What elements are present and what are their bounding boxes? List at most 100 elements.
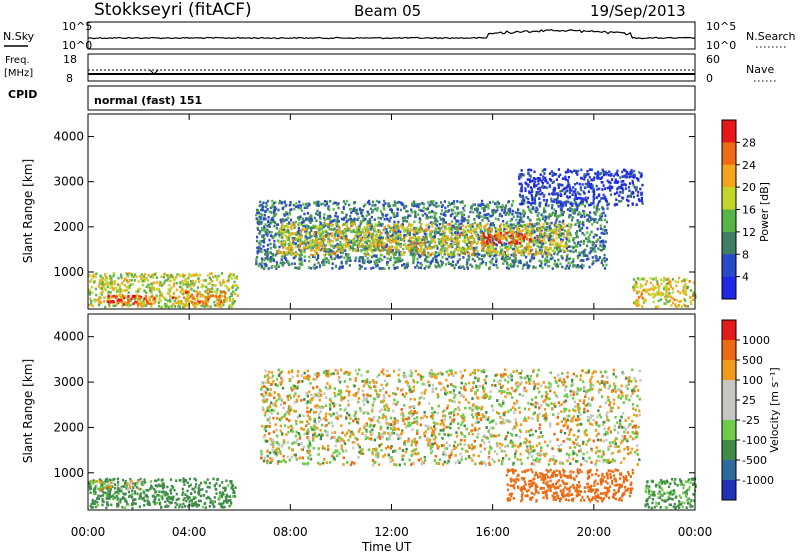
heatmap-cell [605, 258, 608, 261]
heatmap-cell [304, 235, 307, 238]
heatmap-cell [536, 244, 539, 248]
heatmap-cell [505, 222, 508, 226]
heatmap-cell [437, 251, 440, 255]
freq-right-tick-bottom: 0 [706, 72, 713, 85]
heatmap-cell [545, 261, 548, 264]
heatmap-cell [568, 264, 571, 268]
heatmap-cell [365, 226, 368, 230]
heatmap-cell [101, 280, 104, 284]
heatmap-cell [564, 186, 567, 190]
heatmap-cell [282, 246, 285, 249]
heatmap-cell [409, 253, 412, 256]
heatmap-cell [467, 252, 471, 255]
heatmap-cell [192, 273, 195, 277]
heatmap-cell [439, 218, 443, 221]
heatmap-cell [215, 295, 218, 298]
heatmap-cell [504, 204, 508, 207]
heatmap-cell [518, 250, 521, 253]
heatmap-cell [608, 186, 611, 189]
heatmap-cell [285, 230, 288, 234]
heatmap-cell [385, 244, 388, 247]
heatmap-cell [277, 231, 280, 235]
heatmap-cell [207, 296, 210, 299]
heatmap-cell [538, 264, 542, 268]
heatmap-cell [293, 226, 296, 229]
heatmap-cell [327, 232, 330, 236]
heatmap-cell [384, 245, 387, 249]
heatmap-cell [368, 224, 371, 227]
heatmap-cell [521, 173, 524, 177]
heatmap-cell [473, 203, 476, 206]
heatmap-cell [294, 254, 297, 258]
heatmap-cell [548, 252, 551, 256]
heatmap-cell [566, 257, 570, 261]
heatmap-cell [409, 247, 412, 250]
heatmap-cell [480, 231, 483, 235]
heatmap-cell [256, 251, 259, 255]
heatmap-cell [131, 294, 135, 298]
heatmap-cell [631, 171, 634, 174]
heatmap-cell [392, 214, 395, 217]
heatmap-cell [505, 242, 508, 246]
heatmap-cell [297, 216, 300, 220]
heatmap-cell [517, 234, 520, 238]
noise-left-tick-bottom: 10^0 [62, 39, 92, 52]
heatmap-cell [354, 218, 357, 221]
heatmap-cell [386, 213, 389, 217]
heatmap-cell [224, 293, 227, 297]
heatmap-cell [551, 211, 554, 215]
heatmap-cell [99, 300, 102, 304]
heatmap-cell [450, 227, 453, 230]
heatmap-cell [594, 172, 597, 175]
heatmap-cell [633, 186, 636, 189]
heatmap-cell [265, 232, 268, 235]
heatmap-cell [636, 277, 640, 280]
heatmap-cell [137, 300, 140, 304]
heatmap-cell [542, 245, 545, 249]
heatmap-cell [434, 222, 437, 226]
heatmap-cell [460, 252, 463, 255]
heatmap-cell [576, 191, 579, 194]
heatmap-cell [127, 298, 130, 302]
heatmap-cell [471, 223, 474, 226]
heatmap-cell [294, 251, 298, 254]
heatmap-cell [685, 290, 688, 293]
heatmap-cell [270, 230, 273, 234]
heatmap-cell [361, 256, 364, 260]
heatmap-cell [599, 224, 602, 227]
heatmap-cell [263, 237, 266, 241]
heatmap-cell [193, 282, 196, 286]
heatmap-cell [456, 231, 460, 235]
heatmap-cell [323, 218, 326, 221]
heatmap-cell [221, 301, 224, 305]
heatmap-cell [88, 288, 91, 292]
heatmap-cell [538, 232, 542, 236]
heatmap-cell [576, 264, 580, 267]
heatmap-cell [413, 257, 416, 261]
heatmap-cell [377, 240, 380, 244]
heatmap-cell [521, 267, 524, 270]
heatmap-cell [267, 199, 270, 203]
heatmap-cell [408, 249, 411, 253]
heatmap-cell [444, 209, 447, 213]
heatmap-cell [576, 219, 579, 222]
heatmap-cell [293, 232, 296, 236]
heatmap-cell [150, 282, 153, 286]
heatmap-cell [372, 226, 375, 229]
heatmap-cell [317, 204, 320, 207]
heatmap-cell [312, 225, 315, 228]
heatmap-cell [499, 205, 502, 209]
heatmap-cell [510, 243, 513, 246]
heatmap-cell [405, 205, 408, 208]
heatmap-cell [373, 238, 376, 242]
heatmap-cell [298, 236, 301, 240]
heatmap-cell [533, 229, 536, 233]
heatmap-cell [286, 247, 289, 250]
heatmap-cell [522, 196, 525, 200]
heatmap-cell [165, 274, 169, 277]
heatmap-cell [380, 224, 383, 227]
heatmap-cell [397, 229, 400, 232]
heatmap-cell [456, 237, 459, 240]
heatmap-cell [416, 261, 419, 264]
heatmap-cell [600, 218, 603, 222]
